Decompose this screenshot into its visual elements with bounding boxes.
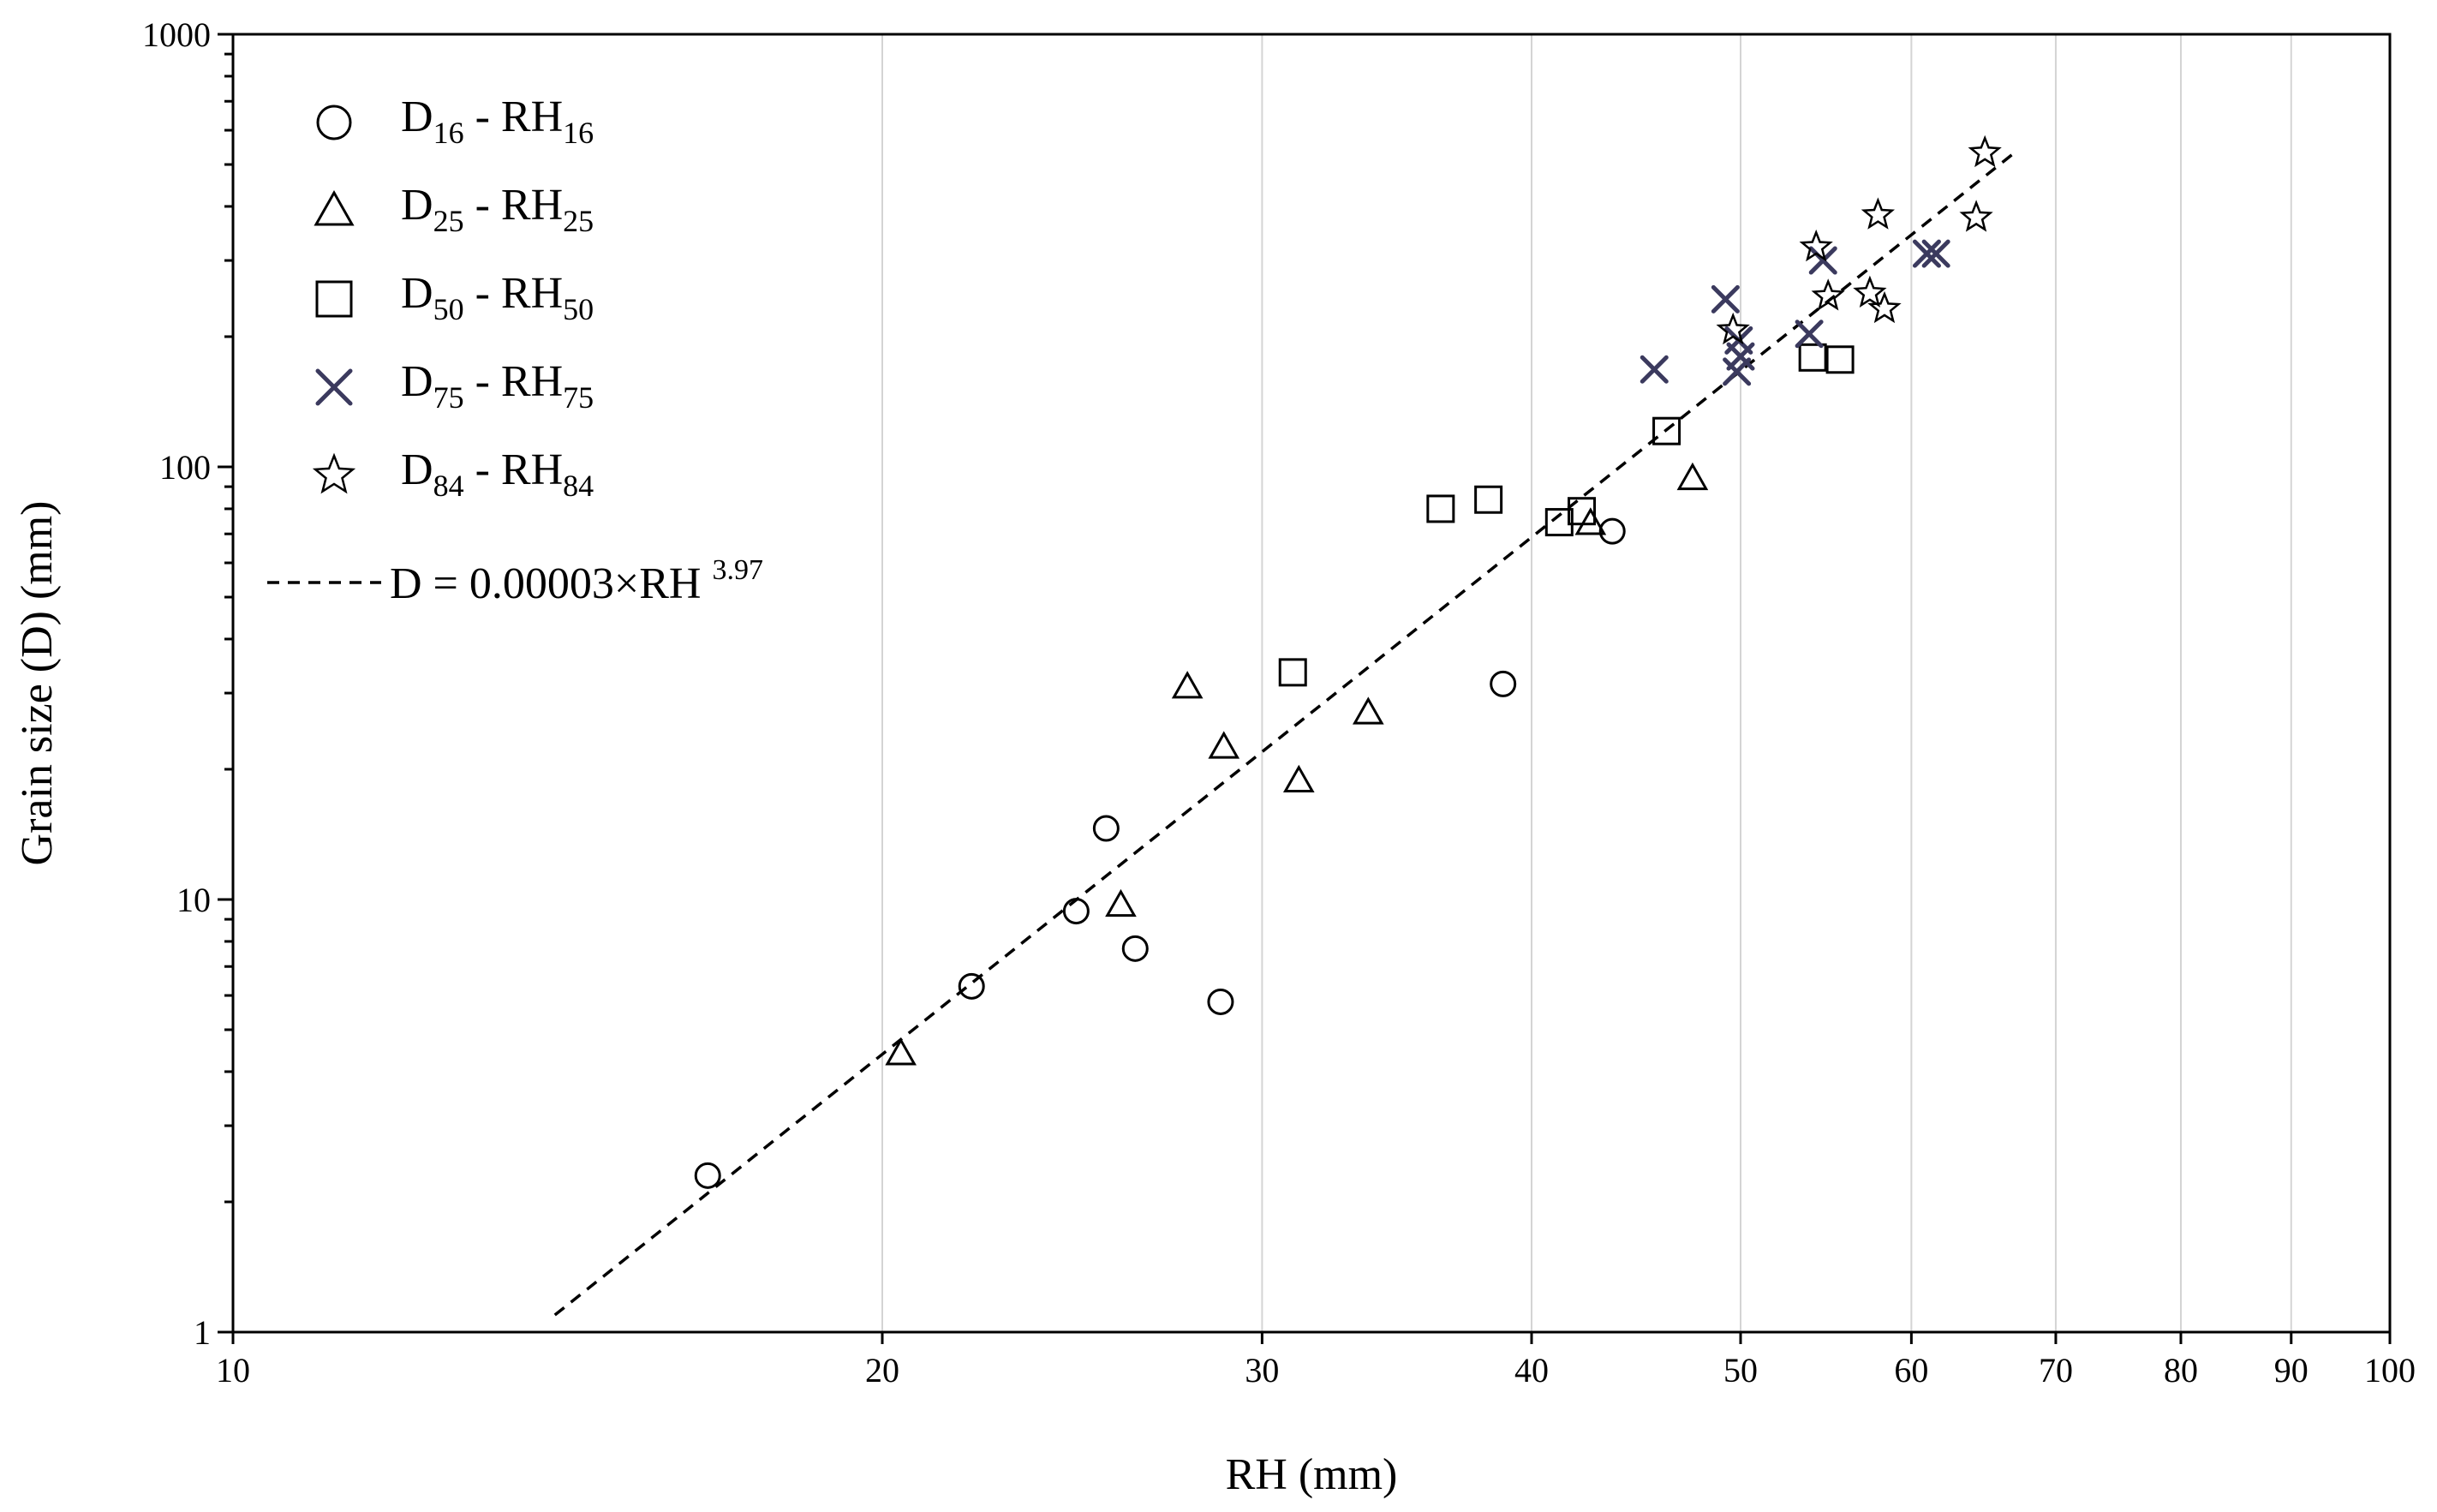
point-cross-1 <box>1711 284 1740 314</box>
plot-area-frame <box>231 33 2392 1334</box>
x-tick-label-10: 10 <box>216 1351 250 1389</box>
point-cross-7 <box>1912 239 1941 268</box>
y-axis-title: Grain size (D) (mm) <box>13 501 62 866</box>
gridlines <box>881 34 2292 1332</box>
point-square-4 <box>1568 497 1597 526</box>
x-tick-label-60: 60 <box>1894 1351 1928 1389</box>
y-tick-label-10: 10 <box>176 881 211 919</box>
point-star-2 <box>1811 278 1845 311</box>
legend-marker-square <box>315 280 353 318</box>
point-circle-4 <box>1121 935 1149 962</box>
point-square-1 <box>1426 494 1455 523</box>
legend-label-square: D50 - RH50 <box>401 269 594 326</box>
point-circle-1 <box>958 972 985 1000</box>
point-cross-0 <box>1640 355 1669 384</box>
x-tick-label-30: 30 <box>1245 1351 1279 1389</box>
legend-marker-triangle <box>314 189 355 226</box>
point-triangle-5 <box>1352 696 1384 725</box>
legend-marker-star <box>312 452 356 494</box>
legend-label-circle: D16 - RH16 <box>401 93 594 150</box>
point-circle-5 <box>1207 988 1234 1015</box>
x-tick-label-20: 20 <box>865 1351 899 1389</box>
point-triangle-6 <box>1574 507 1607 535</box>
point-triangle-1 <box>1105 888 1137 917</box>
point-star-7 <box>1968 134 2002 168</box>
point-triangle-4 <box>1282 764 1315 793</box>
point-star-3 <box>1853 275 1887 308</box>
point-triangle-3 <box>1208 731 1240 759</box>
y-tick-label-100: 100 <box>159 448 211 487</box>
point-circle-3 <box>1092 815 1120 842</box>
legend-label-triangle: D25 - RH25 <box>401 181 594 238</box>
point-star-1 <box>1799 229 1833 262</box>
x-tick-label-70: 70 <box>2039 1351 2073 1389</box>
point-circle-0 <box>694 1162 721 1189</box>
point-square-7 <box>1825 345 1855 374</box>
point-square-5 <box>1652 416 1681 445</box>
data-points <box>694 134 2002 1189</box>
point-cross-6 <box>1808 246 1837 275</box>
axis-ticks <box>218 33 2392 1344</box>
x-tick-label-40: 40 <box>1514 1351 1549 1389</box>
x-tick-label-90: 90 <box>2274 1351 2309 1389</box>
x-tick-label-100: 100 <box>2364 1351 2416 1389</box>
point-cross-8 <box>1921 239 1950 268</box>
legend-marker-cross <box>315 368 353 406</box>
x-tick-label-50: 50 <box>1723 1351 1758 1389</box>
y-tick-label-1: 1 <box>194 1313 211 1352</box>
legend-label-star: D84 - RH84 <box>401 445 594 503</box>
point-square-3 <box>1544 508 1574 537</box>
point-star-6 <box>1959 200 1993 232</box>
point-triangle-0 <box>885 1037 917 1066</box>
point-circle-2 <box>1062 898 1090 925</box>
point-circle-6 <box>1490 670 1517 697</box>
legend-marker-circle <box>316 105 352 140</box>
point-circle-7 <box>1598 517 1626 545</box>
point-star-4 <box>1861 197 1896 230</box>
point-square-0 <box>1278 658 1307 687</box>
legend: D16 - RH16 D25 - RH25 D50 - RH50 D75 - RH75… <box>267 93 763 608</box>
point-square-6 <box>1798 343 1827 372</box>
point-star-5 <box>1867 290 1902 324</box>
point-cross-4 <box>1723 357 1752 386</box>
fit-line <box>553 151 2016 1317</box>
legend-label-cross: D75 - RH75 <box>401 357 594 415</box>
y-tick-label-1000: 1000 <box>142 15 211 54</box>
point-triangle-7 <box>1676 462 1709 491</box>
point-square-2 <box>1474 485 1503 514</box>
point-star-0 <box>1716 312 1750 345</box>
point-triangle-2 <box>1171 671 1204 699</box>
legend-fit-equation: D = 0.00003×RH 3.97 <box>390 554 763 608</box>
x-tick-label-80: 80 <box>2164 1351 2198 1389</box>
fit-line-layer <box>553 151 2016 1317</box>
point-cross-5 <box>1795 320 1824 349</box>
x-axis-title: RH (mm) <box>1226 1450 1398 1499</box>
